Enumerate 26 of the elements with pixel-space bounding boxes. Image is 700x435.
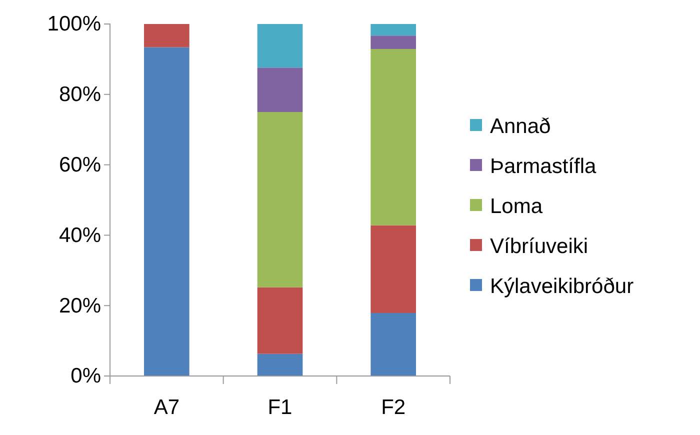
bar	[144, 24, 190, 48]
x-tick-label: F2	[381, 396, 406, 419]
y-tick-label: 20%	[58, 294, 101, 318]
y-tick-label: 0%	[70, 364, 101, 388]
bar	[370, 48, 416, 226]
bar	[257, 287, 303, 354]
bar	[144, 47, 190, 376]
x-tick-label: A7	[154, 396, 180, 419]
y-tick-label: 80%	[58, 83, 101, 106]
bar	[257, 68, 303, 112]
bar	[370, 36, 416, 49]
bar	[370, 225, 416, 313]
y-tick-label: 100%	[47, 12, 101, 36]
legend-label: Loma	[490, 195, 543, 218]
bar	[370, 24, 416, 36]
legend-label: Víbríuveiki	[490, 235, 588, 258]
legend-label: Kýlaveikibróður	[490, 275, 634, 298]
legend-label: Þarmastífla	[490, 155, 597, 178]
bar	[257, 24, 303, 68]
bar	[257, 112, 303, 288]
bar	[257, 354, 303, 376]
legend-label: Annað	[490, 115, 551, 138]
x-tick-label: F1	[268, 396, 292, 419]
y-tick-label: 40%	[58, 224, 101, 247]
y-tick-label: 60%	[58, 154, 101, 177]
bar	[370, 312, 416, 376]
